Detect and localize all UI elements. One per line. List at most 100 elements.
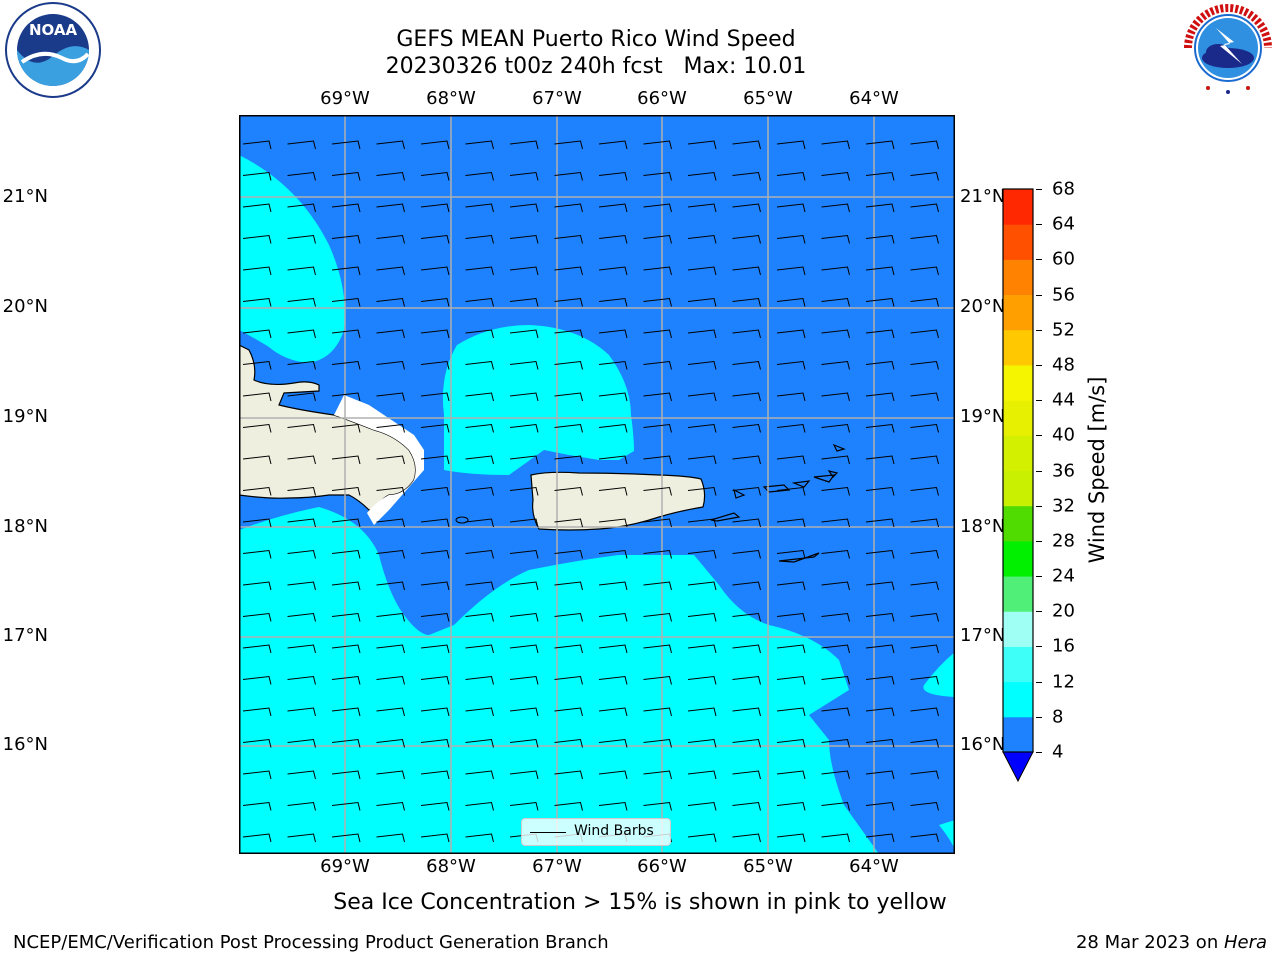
- wind-barb: [643, 801, 672, 811]
- wind-barb: [376, 801, 405, 811]
- wind-barb: [865, 644, 895, 654]
- wind-barb-legend-icon: [530, 832, 566, 833]
- wind-barb: [865, 581, 895, 591]
- wind-barb: [242, 392, 272, 402]
- wind-barb: [687, 486, 717, 496]
- wind-barb: [776, 801, 806, 811]
- wind-barbs: [242, 140, 939, 843]
- wind-barb: [643, 738, 672, 748]
- wind-barb: [331, 644, 361, 654]
- wind-barb: [865, 140, 895, 150]
- wind-barb: [821, 518, 850, 528]
- wind-barb: [554, 738, 583, 748]
- wind-barb: [509, 707, 539, 717]
- wind-barb: [554, 297, 583, 307]
- wind-barb: [776, 612, 806, 622]
- lon-label-top: 64°W: [849, 88, 899, 109]
- colorbar-level: [1003, 681, 1033, 718]
- wind-barb: [910, 644, 939, 654]
- wind-barb: [687, 675, 717, 685]
- lon-label-top: 69°W: [320, 88, 370, 109]
- wind-barb: [242, 360, 272, 370]
- wind-barb: [331, 297, 361, 307]
- wind-barb: [465, 675, 494, 685]
- wind-barb: [821, 801, 850, 811]
- wind-barb: [910, 675, 939, 685]
- wind-barb: [242, 486, 272, 496]
- wind-barb: [509, 486, 539, 496]
- wind-barb: [331, 360, 361, 370]
- wind-barb: [420, 203, 450, 213]
- wind-barb: [821, 581, 850, 591]
- wind-barb: [865, 171, 895, 181]
- wind-barb: [865, 549, 895, 559]
- wind-barb: [554, 581, 583, 591]
- wind-barb: [865, 801, 895, 811]
- wind-barb: [643, 392, 672, 402]
- wind-barb: [687, 644, 717, 654]
- wind-barb: [910, 455, 939, 465]
- wind-barb: [465, 581, 494, 591]
- wind-barb: [465, 833, 494, 843]
- colorbar-level: [1003, 470, 1033, 507]
- wind-barb: [376, 612, 405, 622]
- wind-barb: [598, 455, 628, 465]
- wind-barb: [420, 612, 450, 622]
- wind-barb: [242, 770, 272, 780]
- wind-field-8-12-east: [923, 652, 955, 697]
- wind-barb: [376, 360, 405, 370]
- wind-barb: [910, 140, 939, 150]
- wind-barb: [509, 171, 539, 181]
- colorbar-level: [1003, 294, 1033, 331]
- colorbar-tick: [1036, 752, 1042, 753]
- wind-barb: [465, 738, 494, 748]
- colorbar-tick-label: 68: [1052, 178, 1075, 200]
- colorbar: [1002, 188, 1034, 783]
- wind-barb: [420, 266, 450, 276]
- wind-barb: [910, 486, 939, 496]
- wind-barb: [242, 675, 272, 685]
- colorbar-tick: [1036, 540, 1042, 542]
- wind-barb: [910, 203, 939, 213]
- colorbar-tick-label: 32: [1052, 495, 1075, 517]
- wind-barb: [287, 423, 316, 433]
- colorbar-title: Wind Speed [m/s]: [1085, 376, 1109, 564]
- wind-barb: [821, 486, 850, 496]
- colorbar-tick-label: 60: [1052, 248, 1075, 270]
- wind-barb: [687, 612, 717, 622]
- wind-barb: [287, 203, 316, 213]
- wind-barb: [910, 801, 939, 811]
- lat-label-left: 20°N: [2, 296, 48, 317]
- wind-barb: [821, 770, 850, 780]
- wind-barb: [554, 423, 583, 433]
- colorbar-tick-label: 20: [1052, 600, 1075, 622]
- wind-barb: [331, 549, 361, 559]
- lat-label-right: 17°N: [960, 625, 1006, 646]
- wind-barb: [287, 297, 316, 307]
- wind-barb: [509, 329, 539, 339]
- wind-barb: [376, 455, 405, 465]
- colorbar-tick: [1036, 259, 1042, 261]
- wind-barb: [376, 549, 405, 559]
- wind-barb: [643, 675, 672, 685]
- wind-barb: [643, 518, 672, 528]
- wind-barb: [821, 549, 850, 559]
- colorbar-tick-label: 40: [1052, 424, 1075, 446]
- wind-barb: [465, 644, 494, 654]
- wind-barb: [910, 833, 939, 843]
- wind-barb: [420, 423, 450, 433]
- colorbar-tick: [1036, 435, 1042, 437]
- wind-barb: [865, 423, 895, 433]
- wind-barb: [687, 770, 717, 780]
- lat-label-left: 21°N: [2, 186, 48, 207]
- wind-barb: [598, 171, 628, 181]
- colorbar-level: [1003, 576, 1033, 612]
- wind-barb: [242, 455, 272, 465]
- land-puerto-rico: [530, 471, 706, 531]
- wind-barb: [287, 612, 316, 622]
- wind-barb: [331, 833, 361, 843]
- wind-barb: [865, 707, 895, 717]
- wind-barb: [420, 549, 450, 559]
- wind-barb: [331, 675, 361, 685]
- wind-barb: [465, 360, 494, 370]
